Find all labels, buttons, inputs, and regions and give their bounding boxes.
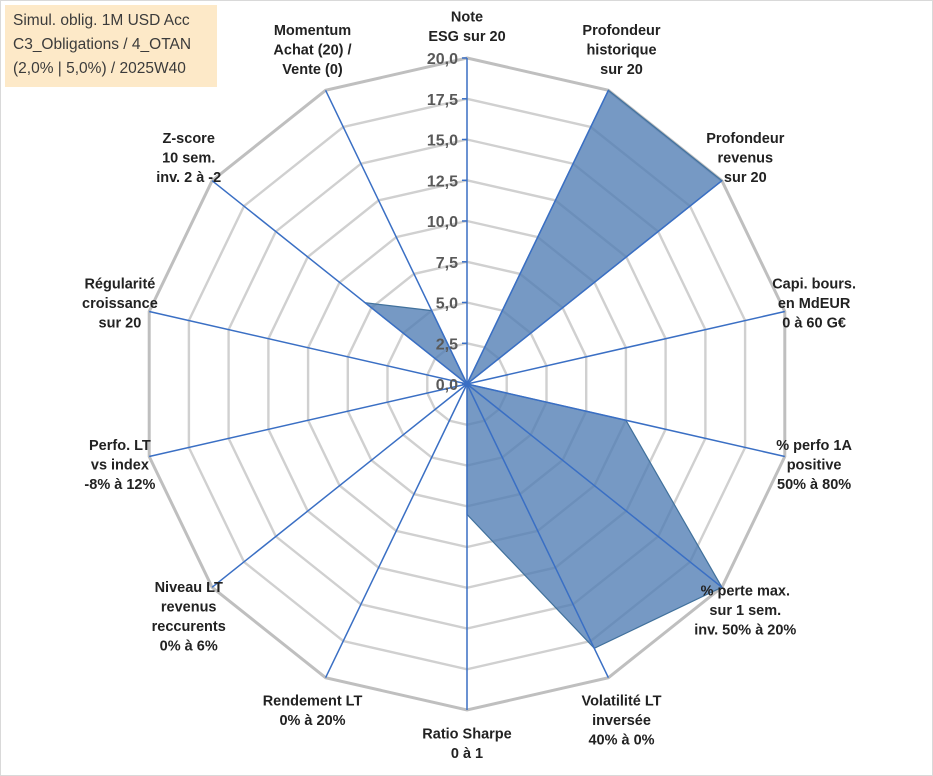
tick-label: 15,0	[427, 133, 458, 150]
series-layer	[362, 89, 723, 650]
axis-label: Volatilité LT inversée 40% à 0%	[581, 693, 661, 748]
series-info-line-2: C3_Obligations / 4_OTAN	[13, 36, 192, 53]
axis-spoke	[466, 383, 785, 458]
tick-label: 7,5	[436, 255, 458, 272]
axis-spoke	[466, 180, 723, 385]
axis-label: Niveau LT revenus reccurents 0% à 6%	[152, 580, 226, 655]
axis-spoke	[149, 383, 468, 458]
axis-label: % perfo 1A positive 50% à 80%	[776, 438, 852, 493]
axis-label: % perte max. sur 1 sem. inv. 50% à 20%	[694, 584, 796, 639]
axis-label: Profondeur historique sur 20	[582, 23, 660, 78]
axis-label: Perfo. LT vs index -8% à 12%	[84, 438, 155, 493]
series-info-line-3: (2,0% | 5,0%) / 2025W40	[13, 60, 186, 77]
tick-label: 2,5	[436, 336, 458, 353]
axis-spoke	[466, 89, 610, 385]
svg-text:% perte max.sur 1 sem.inv. 50%: % perte max. sur 1 sem. inv. 50% à 20%	[694, 584, 796, 639]
axis-spoke	[466, 310, 785, 385]
tick-label: 0,0	[436, 377, 458, 394]
axis-label-layer: Note ESG sur 20 Profondeur historique sur 20…	[82, 10, 856, 763]
tick-label: 10,0	[427, 214, 458, 231]
series-area	[362, 89, 723, 650]
axis-label: Profondeur revenus sur 20	[706, 131, 784, 186]
series-info-line-1: Simul. oblig. 1M USD Acc	[13, 12, 190, 29]
axis-label: Momentum Achat (20) / Vente (0)	[273, 23, 351, 78]
tick-label: 12,5	[427, 173, 458, 190]
tick-label: 5,0	[436, 296, 458, 313]
tick-label: 20,0	[427, 51, 458, 68]
axis-spoke	[466, 383, 723, 588]
axis-label: Ratio Sharpe 0 à 1	[422, 727, 511, 763]
axis-label: Régularité croissance sur 20	[82, 276, 158, 331]
axis-spoke	[324, 89, 468, 385]
axis-spoke	[211, 383, 468, 588]
tick-label: 17,5	[427, 92, 458, 109]
axis-label: Rendement LT 0% à 20%	[263, 693, 363, 729]
svg-text:Rendement LT0% à 20%: Rendement LT 0% à 20%	[263, 693, 363, 729]
axis-spoke	[149, 310, 468, 385]
axis-spoke	[211, 180, 468, 385]
axis-spoke	[324, 383, 468, 679]
axis-label: Capi. bours. en MdEUR 0 à 60 G€	[772, 276, 856, 331]
axis-label: Note ESG sur 20	[428, 10, 505, 46]
axis-spoke	[466, 383, 610, 679]
tick-layer: 0,0 2,5 5,0 7,5 10,0 12,5 15,0 17,5 20,0	[427, 51, 467, 394]
series-info-box: Simul. oblig. 1M USD Acc C3_Obligations …	[5, 5, 217, 87]
spoke-layer	[149, 58, 785, 710]
axis-label: Z-score 10 sem. inv. 2 à -2	[156, 131, 221, 186]
